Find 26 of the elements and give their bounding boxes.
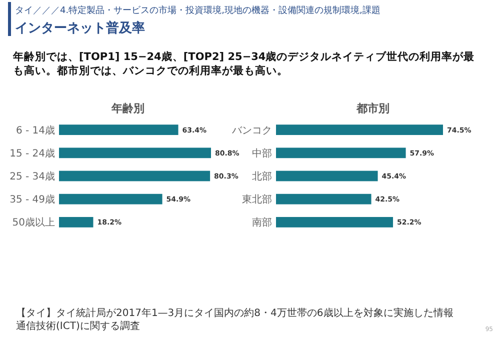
y-tick-label: バンコク [231, 125, 272, 136]
y-tick-label: 南部 [252, 216, 272, 229]
text: 【タイ】タイ統計局が2017年1—3月にタイ国内の約8・4万世帯の6歳以上を対象に実施した情報通信技術(ICT)に関する調査 [16, 307, 454, 332]
bar [276, 194, 372, 204]
y-tick-label: 50歳以上 [12, 216, 55, 229]
text: 年齢別では、[TOP1] 15−24歳、[TOP2] 25−34歳のデジタルネイティブ世代の利用率が最も高い。都市別では、バンコクでの利用率が最も高い。 [12, 50, 475, 77]
y-tick-label: 中部 [252, 147, 272, 160]
bar [276, 124, 443, 136]
y-tick-label: 北部 [252, 170, 272, 182]
bar [276, 216, 394, 228]
text: インターネット普及率 [15, 20, 145, 36]
bar [276, 170, 378, 182]
y-tick-label: 東北部 [242, 194, 272, 206]
bar [59, 194, 162, 204]
y-tick-label: 15 - 24歳 [10, 147, 55, 160]
bar [59, 216, 94, 228]
y-tick-label: 35 - 49歳 [10, 194, 55, 206]
y-tick-label: 6 - 14歳 [16, 124, 55, 136]
chart-title: 年齢別 [110, 102, 144, 115]
text: タイ／／／4.特定製品・サービスの市場・投資環境,現地の機器・設備関連の規制環境,課題 [15, 5, 380, 16]
bar [59, 124, 178, 136]
chart-title: 都市別 [356, 102, 390, 115]
bar [59, 170, 210, 182]
bar [59, 148, 211, 158]
bar [276, 148, 406, 158]
y-tick-label: 25 - 34歳 [10, 170, 55, 182]
